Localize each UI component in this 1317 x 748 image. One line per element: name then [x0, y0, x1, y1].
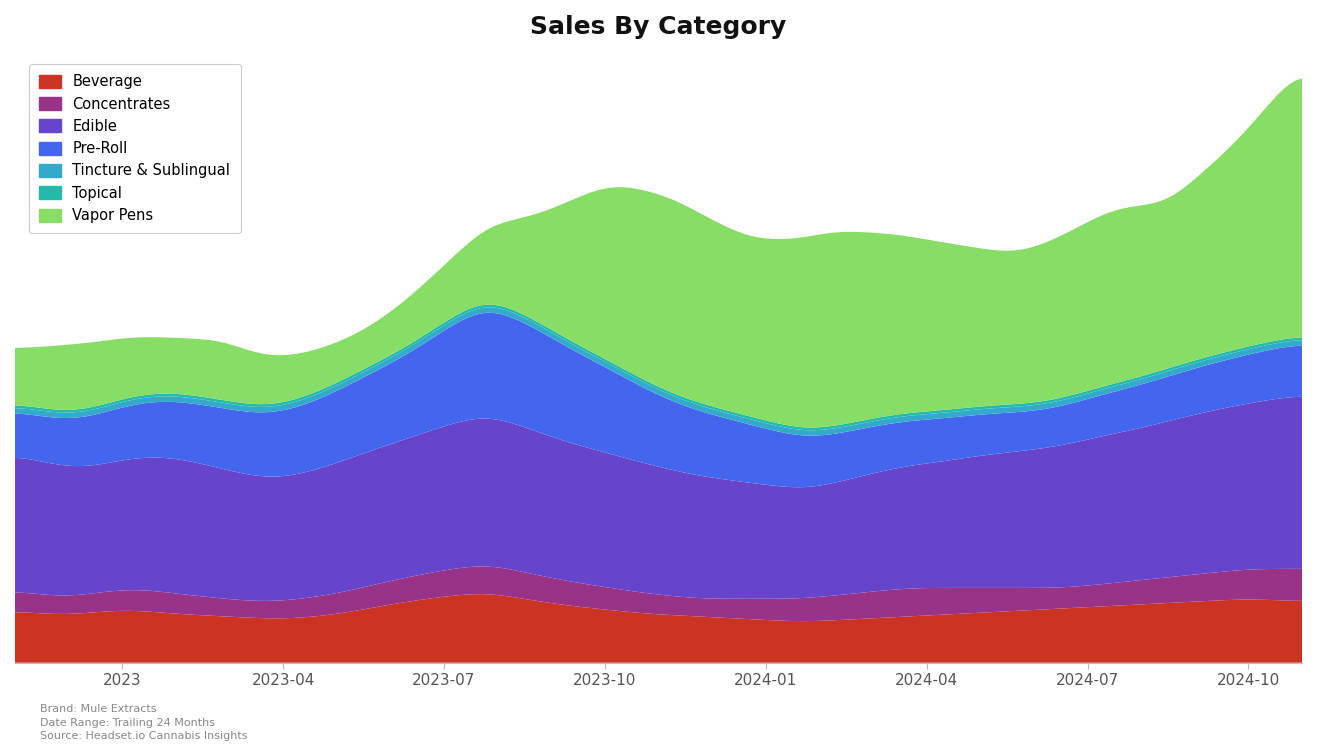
Title: Sales By Category: Sales By Category	[531, 15, 786, 39]
Text: Source: Headset.io Cannabis Insights: Source: Headset.io Cannabis Insights	[40, 732, 248, 741]
Text: Brand: Mule Extracts: Brand: Mule Extracts	[40, 705, 155, 714]
Text: Date Range: Trailing 24 Months: Date Range: Trailing 24 Months	[40, 718, 215, 728]
Legend: Beverage, Concentrates, Edible, Pre-Roll, Tincture & Sublingual, Topical, Vapor : Beverage, Concentrates, Edible, Pre-Roll…	[29, 64, 241, 233]
